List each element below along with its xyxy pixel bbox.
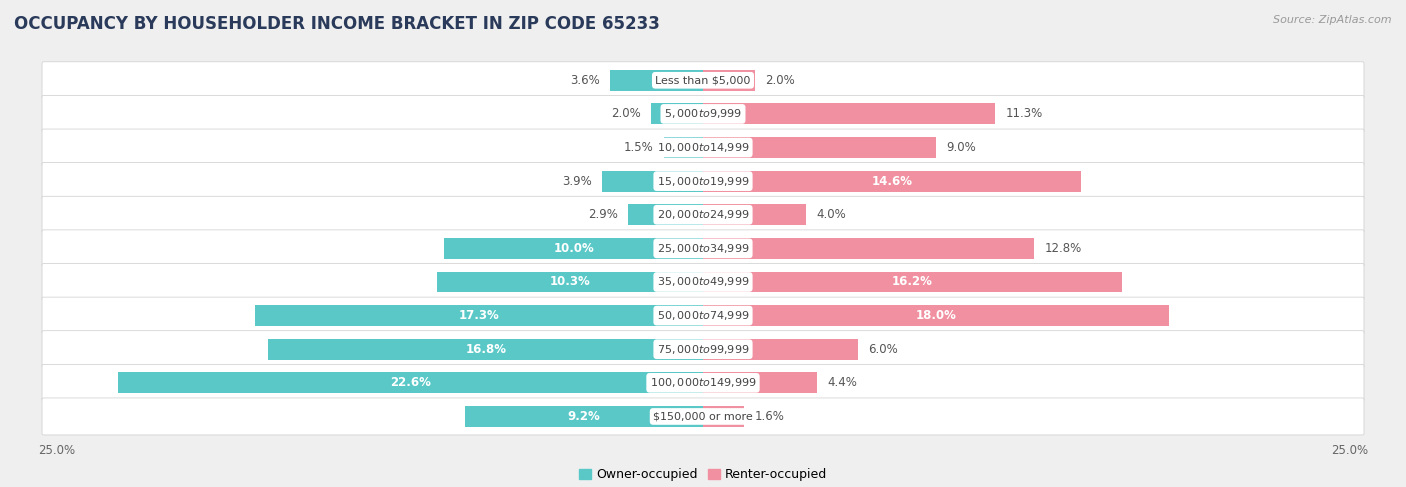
- Bar: [651, 103, 703, 124]
- Text: 10.0%: 10.0%: [554, 242, 593, 255]
- FancyBboxPatch shape: [42, 297, 1364, 334]
- Bar: [703, 238, 1035, 259]
- Bar: [703, 272, 1122, 292]
- Text: $75,000 to $99,999: $75,000 to $99,999: [657, 343, 749, 356]
- Text: $50,000 to $74,999: $50,000 to $74,999: [657, 309, 749, 322]
- Text: Source: ZipAtlas.com: Source: ZipAtlas.com: [1274, 15, 1392, 25]
- Text: 10.3%: 10.3%: [550, 276, 591, 288]
- Bar: [703, 171, 1081, 191]
- Text: OCCUPANCY BY HOUSEHOLDER INCOME BRACKET IN ZIP CODE 65233: OCCUPANCY BY HOUSEHOLDER INCOME BRACKET …: [14, 15, 659, 33]
- Text: 2.0%: 2.0%: [612, 108, 641, 120]
- Text: 14.6%: 14.6%: [872, 175, 912, 187]
- Text: $100,000 to $149,999: $100,000 to $149,999: [650, 376, 756, 389]
- FancyBboxPatch shape: [42, 398, 1364, 435]
- Bar: [465, 406, 703, 427]
- Text: 16.2%: 16.2%: [893, 276, 934, 288]
- Text: 22.6%: 22.6%: [391, 376, 432, 389]
- Text: 12.8%: 12.8%: [1045, 242, 1081, 255]
- Text: $20,000 to $24,999: $20,000 to $24,999: [657, 208, 749, 221]
- FancyBboxPatch shape: [42, 196, 1364, 233]
- Bar: [118, 373, 703, 393]
- Bar: [703, 339, 858, 359]
- Text: $25,000 to $34,999: $25,000 to $34,999: [657, 242, 749, 255]
- Text: 4.4%: 4.4%: [827, 376, 858, 389]
- Bar: [703, 103, 995, 124]
- Text: 2.0%: 2.0%: [765, 74, 794, 87]
- Text: 11.3%: 11.3%: [1005, 108, 1043, 120]
- Text: 3.6%: 3.6%: [569, 74, 599, 87]
- Bar: [703, 205, 807, 225]
- FancyBboxPatch shape: [42, 263, 1364, 300]
- Text: Less than $5,000: Less than $5,000: [655, 75, 751, 85]
- Text: 3.9%: 3.9%: [562, 175, 592, 187]
- Bar: [664, 137, 703, 158]
- Bar: [269, 339, 703, 359]
- Bar: [703, 137, 936, 158]
- FancyBboxPatch shape: [42, 331, 1364, 368]
- Bar: [444, 238, 703, 259]
- Bar: [436, 272, 703, 292]
- Text: 18.0%: 18.0%: [915, 309, 956, 322]
- Text: 2.9%: 2.9%: [588, 208, 617, 221]
- FancyBboxPatch shape: [42, 163, 1364, 200]
- Text: 17.3%: 17.3%: [458, 309, 499, 322]
- Bar: [610, 70, 703, 91]
- Text: 16.8%: 16.8%: [465, 343, 506, 356]
- Text: $15,000 to $19,999: $15,000 to $19,999: [657, 175, 749, 187]
- Bar: [602, 171, 703, 191]
- Legend: Owner-occupied, Renter-occupied: Owner-occupied, Renter-occupied: [579, 468, 827, 482]
- Text: 9.2%: 9.2%: [568, 410, 600, 423]
- FancyBboxPatch shape: [42, 364, 1364, 401]
- Text: $10,000 to $14,999: $10,000 to $14,999: [657, 141, 749, 154]
- Text: 9.0%: 9.0%: [946, 141, 976, 154]
- Text: $150,000 or more: $150,000 or more: [654, 412, 752, 421]
- Bar: [703, 406, 744, 427]
- Text: 4.0%: 4.0%: [817, 208, 846, 221]
- Bar: [703, 305, 1168, 326]
- FancyBboxPatch shape: [42, 62, 1364, 99]
- Text: $35,000 to $49,999: $35,000 to $49,999: [657, 276, 749, 288]
- Bar: [256, 305, 703, 326]
- Text: $5,000 to $9,999: $5,000 to $9,999: [664, 108, 742, 120]
- FancyBboxPatch shape: [42, 230, 1364, 267]
- Bar: [703, 70, 755, 91]
- FancyBboxPatch shape: [42, 129, 1364, 166]
- Bar: [703, 373, 817, 393]
- Bar: [628, 205, 703, 225]
- Text: 6.0%: 6.0%: [869, 343, 898, 356]
- FancyBboxPatch shape: [42, 95, 1364, 132]
- Text: 1.5%: 1.5%: [624, 141, 654, 154]
- Text: 1.6%: 1.6%: [755, 410, 785, 423]
